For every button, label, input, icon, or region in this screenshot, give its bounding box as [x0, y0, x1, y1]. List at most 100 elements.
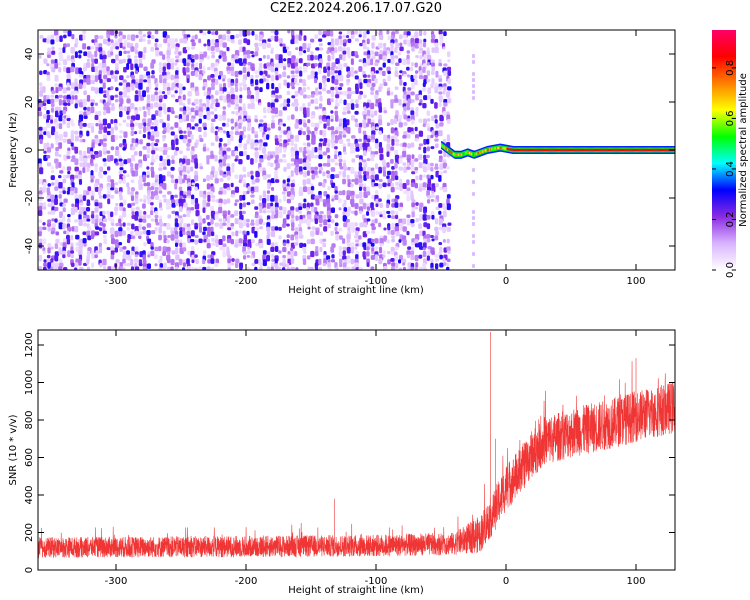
spectrogram-cell: [270, 246, 275, 253]
spectrogram-cell: [86, 266, 91, 270]
spectrogram-cell: [291, 95, 296, 99]
spectrogram-cell: [74, 95, 78, 100]
spectrogram-cell: [358, 178, 363, 183]
spectrogram-cell: [191, 35, 195, 40]
spectrogram-cell: [119, 195, 123, 201]
spectrogram-cell: [254, 70, 259, 74]
spectrogram-cell: [371, 35, 376, 41]
spectrogram-cell: [390, 91, 394, 96]
spectrogram-cell: [478, 151, 481, 155]
spectrogram-cell: [415, 175, 419, 181]
spectrogram-cell: [119, 98, 124, 105]
spectrogram-cell: [183, 38, 188, 44]
spectrogram-cell: [210, 67, 215, 71]
spectrogram-cell: [182, 86, 186, 91]
spectrogram-cell: [230, 135, 234, 142]
spectrogram-cell: [66, 166, 72, 171]
spectrogram-xtick-label: 0: [503, 276, 509, 287]
spectrogram-cell: [134, 214, 139, 221]
spectrogram-cell: [78, 214, 82, 221]
spectrogram-cell: [314, 218, 318, 225]
spectrogram-cell: [274, 226, 279, 231]
spectrogram-cell: [282, 246, 287, 253]
spectrogram-cell: [282, 179, 286, 185]
spectrogram-cell: [387, 35, 392, 41]
spectrogram-cell: [307, 118, 311, 124]
spectrogram-cell: [410, 242, 416, 246]
spectrogram-cell: [446, 147, 448, 151]
spectrogram-cell: [274, 138, 280, 146]
spectrogram-cell: [219, 42, 223, 47]
spectrogram-cell: [110, 211, 114, 218]
spectrogram-cell: [238, 138, 242, 144]
spectrogram-cell: [51, 90, 56, 94]
spectrogram-cell: [411, 207, 416, 213]
spectrogram-cell: [374, 143, 380, 149]
spectrogram-cell: [363, 186, 367, 192]
spectrogram-cell: [78, 74, 84, 78]
spectrogram-cell: [87, 154, 91, 159]
spectrogram-cell: [186, 114, 190, 122]
spectrogram-cell: [210, 231, 215, 237]
spectrogram-cell: [62, 118, 66, 125]
spectrogram-cell: [379, 214, 383, 218]
spectrogram-cell: [338, 35, 342, 40]
spectrogram-cell: [315, 47, 320, 51]
spectrogram-cell: [158, 43, 163, 48]
spectrogram-cell: [282, 106, 288, 111]
spectrogram-cell: [259, 139, 263, 144]
spectrogram-cell: [82, 195, 87, 201]
spectrogram-cell: [207, 222, 211, 226]
spectrogram-cell: [426, 238, 431, 243]
spectrogram-cell: [82, 66, 88, 72]
spectrogram-cell: [469, 151, 471, 155]
spectrogram-cell: [334, 190, 338, 194]
spectrogram-cell: [167, 107, 172, 113]
spectrogram-cell: [286, 82, 290, 89]
spectrogram-cell: [154, 110, 159, 116]
spectrogram-cell: [517, 148, 520, 152]
spectrogram-cell: [190, 71, 196, 76]
spectrogram-cell: [346, 82, 350, 86]
spectrogram-cell: [66, 150, 71, 155]
spectrogram-cell: [387, 58, 391, 64]
spectrogram-cell: [587, 148, 590, 152]
spectrogram-cell: [414, 74, 418, 79]
spectrogram-cell: [374, 103, 380, 107]
spectrogram-cell: [370, 210, 376, 217]
spectrogram-cell: [199, 190, 204, 198]
spectrogram-cell: [410, 62, 415, 67]
spectrogram-cell: [91, 210, 95, 216]
spectrogram-cell: [430, 134, 434, 139]
spectrogram-cell: [58, 98, 62, 106]
spectrogram-cell: [106, 166, 111, 171]
spectrogram-cell: [238, 143, 243, 148]
spectrogram-cell: [250, 83, 254, 87]
spectrogram-cell: [414, 38, 420, 44]
spectrogram-cell: [498, 146, 500, 150]
spectrogram-cell: [162, 267, 167, 270]
spectrogram-cell: [410, 250, 415, 256]
spectrogram-cell: [374, 174, 379, 181]
spectrogram-cell: [278, 74, 282, 79]
spectrogram-cell: [139, 231, 143, 236]
spectrogram-cell: [182, 231, 186, 235]
spectrogram-cell: [653, 148, 655, 152]
snr-ytick-label: 600: [24, 448, 35, 467]
spectrogram-cell: [378, 119, 383, 126]
spectrogram-cell: [106, 190, 112, 195]
spectrogram-xtick-label: -200: [235, 276, 258, 287]
spectrogram-cell: [171, 42, 175, 49]
spectrogram-cell: [538, 148, 541, 152]
spectrogram-cell: [246, 115, 251, 120]
spectrogram-cell: [355, 99, 359, 104]
spectrogram-cell: [423, 210, 427, 214]
spectrogram-cell: [103, 38, 108, 45]
spectrogram-cell: [218, 150, 223, 156]
spectrogram-cell: [230, 226, 234, 230]
spectrogram-cell: [207, 30, 211, 35]
spectrogram-cell: [134, 142, 138, 148]
spectrogram-cell: [191, 67, 195, 71]
spectrogram-cell: [543, 148, 546, 152]
spectrogram-cell: [39, 35, 44, 39]
